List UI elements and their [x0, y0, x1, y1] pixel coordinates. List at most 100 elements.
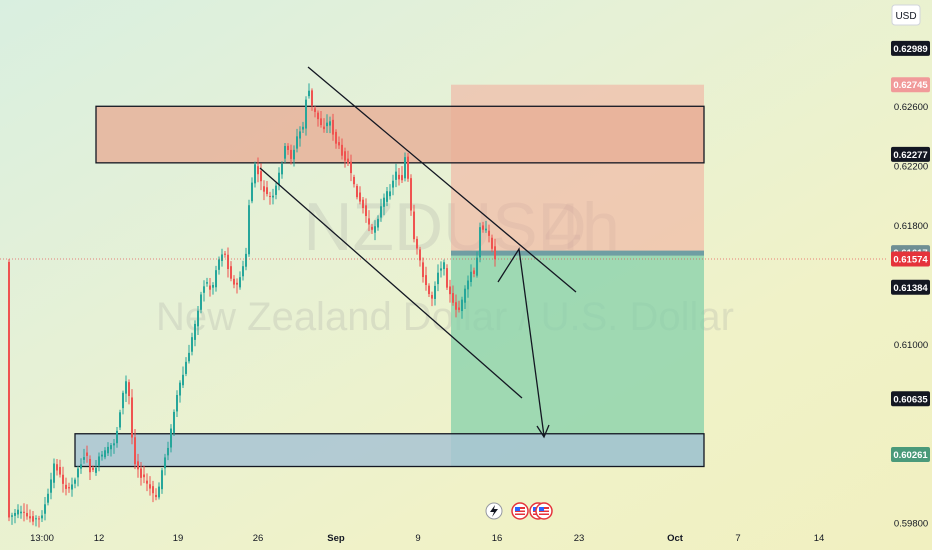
- price-badge: 0.60635: [891, 391, 930, 407]
- candle-body: [323, 126, 325, 130]
- price-badge-text: 0.62989: [893, 44, 927, 55]
- candle: [113, 438, 115, 454]
- candle: [17, 504, 19, 519]
- candle: [485, 220, 487, 233]
- us-flag-event-icon[interactable]: [511, 502, 529, 520]
- candle-body: [395, 171, 397, 180]
- candle: [185, 357, 187, 377]
- candle-body: [155, 494, 157, 498]
- candle: [272, 188, 274, 205]
- candle-body: [398, 174, 400, 180]
- candle-body: [137, 461, 139, 470]
- candle-body: [245, 253, 247, 267]
- candle-body: [122, 392, 124, 409]
- candle: [389, 184, 391, 200]
- us-flag-event-icon[interactable]: [535, 502, 553, 520]
- price-badge-bg: [891, 279, 930, 295]
- time-axis-label: 19: [173, 533, 184, 544]
- candle: [158, 482, 160, 500]
- candle-body: [353, 176, 355, 185]
- candle: [32, 511, 34, 526]
- candle: [98, 452, 100, 472]
- projection-arrow[interactable]: [497, 247, 550, 439]
- channel-upper-trendline[interactable]: [307, 66, 577, 293]
- candle: [287, 143, 289, 155]
- candle: [149, 476, 151, 496]
- demand-zone-rectangle[interactable]: [74, 433, 705, 468]
- candle: [74, 477, 76, 489]
- candle-body: [332, 119, 334, 135]
- time-axis-label: 23: [574, 533, 585, 544]
- candle: [134, 429, 136, 470]
- candle-body: [224, 253, 226, 255]
- candle-body: [23, 511, 25, 513]
- candle-body: [68, 487, 70, 489]
- candle: [353, 174, 355, 188]
- price-axis[interactable]: USD 0.626000.622000.618000.610000.59800 …: [886, 0, 932, 550]
- price-badge: 0.60261: [891, 446, 930, 462]
- candle: [233, 275, 235, 289]
- candle-body: [356, 185, 358, 198]
- time-axis-label: 9: [415, 533, 420, 544]
- candle: [71, 477, 73, 497]
- candle-body: [242, 266, 244, 277]
- candle-body: [200, 294, 202, 310]
- candle-body: [392, 180, 394, 188]
- candle: [380, 198, 382, 222]
- candle-body: [59, 467, 61, 475]
- candle-body: [314, 108, 316, 112]
- candle: [383, 193, 385, 216]
- candle-body: [275, 185, 277, 195]
- channel-drawing[interactable]: [259, 66, 577, 399]
- take-profit-area[interactable]: [451, 252, 704, 467]
- candle: [41, 510, 43, 522]
- projection-arrowhead[interactable]: [536, 424, 550, 439]
- candle: [368, 210, 370, 232]
- candle-body: [263, 186, 265, 192]
- candle: [209, 277, 211, 297]
- channel-lower-trendline[interactable]: [259, 167, 523, 399]
- candle: [311, 88, 313, 111]
- candle: [263, 180, 265, 201]
- dividend-event-icon[interactable]: [485, 502, 503, 520]
- candle-body: [476, 257, 478, 276]
- candle: [428, 283, 430, 297]
- candle-body: [386, 191, 388, 202]
- candle: [119, 409, 121, 430]
- candle: [464, 285, 466, 310]
- candle: [470, 264, 472, 287]
- candle-body: [152, 486, 154, 494]
- candle: [278, 167, 280, 191]
- candle: [254, 161, 256, 188]
- candle: [362, 197, 364, 214]
- candle-body: [191, 337, 193, 352]
- candle: [329, 116, 331, 134]
- candle-body: [119, 412, 121, 428]
- candle: [203, 280, 205, 302]
- candle-body: [29, 516, 31, 519]
- candle-body: [35, 518, 37, 520]
- time-axis[interactable]: 13:00 12 19 26 Sep 9 16 23 Oct 7 14: [30, 533, 824, 544]
- price-tick-label: 0.62200: [894, 161, 928, 172]
- candle-body: [188, 352, 190, 362]
- candle-body: [359, 192, 361, 202]
- candle: [227, 247, 229, 278]
- candle: [275, 182, 277, 200]
- candle-body: [266, 187, 268, 195]
- candle-body: [383, 197, 385, 207]
- candle: [332, 113, 334, 141]
- candle: [62, 466, 64, 493]
- candle-body: [341, 144, 343, 156]
- projection-path[interactable]: [497, 247, 545, 437]
- candle: [224, 251, 226, 258]
- supply-zone-rectangle[interactable]: [95, 105, 705, 164]
- candle: [248, 199, 250, 257]
- candle-body: [371, 226, 373, 230]
- candle-body: [404, 157, 406, 179]
- entry-line[interactable]: [451, 250, 704, 256]
- price-badge-text: 0.60261: [893, 450, 928, 461]
- currency-badge[interactable]: [891, 4, 921, 26]
- candle: [302, 121, 304, 134]
- candle: [308, 83, 310, 99]
